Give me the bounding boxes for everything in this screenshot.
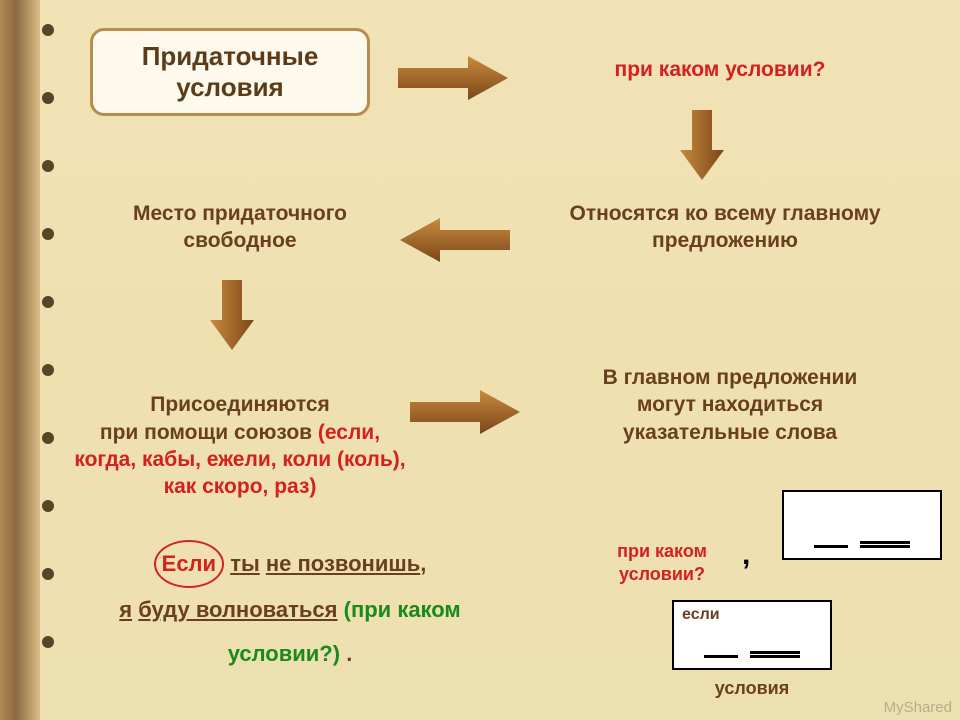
scheme-main-clause-box: [782, 490, 942, 560]
scheme-label: условия: [672, 678, 832, 699]
example-w5: буду волноваться: [138, 597, 337, 622]
example-comma: ,: [420, 551, 426, 576]
scheme-sub-lines: [692, 655, 812, 658]
example-w2: ты: [230, 551, 260, 576]
arrow-5-right: [410, 390, 520, 434]
slide-root: Придаточные условия при каком условии? О…: [0, 0, 960, 720]
notebook-spine: [0, 0, 40, 720]
scheme-diagram: при каком условии? , если условия: [582, 490, 942, 700]
example-w4: я: [119, 597, 132, 622]
scheme-question: при каком условии?: [582, 540, 742, 585]
title-text: Придаточные условия: [101, 41, 359, 103]
scheme-comma: ,: [742, 538, 750, 572]
example-if-oval: Если: [154, 540, 224, 588]
scheme-sub-word: если: [682, 606, 720, 623]
arrow-3-left: [400, 218, 510, 262]
arrow-4-down: [210, 280, 254, 350]
example-dot: .: [340, 641, 352, 666]
arrow-2-down: [680, 110, 724, 180]
example-sentence: Если ты не позвонишь, я буду волноваться…: [60, 540, 520, 676]
node-place: Место придаточного свободное: [90, 200, 390, 255]
node-connect-pre: Присоединяются при помощи союзов: [100, 393, 330, 443]
scheme-main-lines: [802, 545, 922, 548]
node-connect: Присоединяются при помощи союзов (если, …: [70, 364, 410, 500]
notebook-holes: [40, 0, 60, 720]
example-w3: не позвонишь: [266, 551, 420, 576]
arrow-1-right: [398, 56, 508, 100]
node-pointer-words: В главном предложении могут находиться у…: [560, 364, 900, 446]
node-relates: Относятся ко всему главному предложению: [540, 200, 910, 255]
title-box: Придаточные условия: [90, 28, 370, 116]
question-node: при каком условии?: [540, 56, 900, 83]
watermark: MyShared: [884, 699, 952, 716]
scheme-sub-clause-box: если: [672, 600, 832, 670]
